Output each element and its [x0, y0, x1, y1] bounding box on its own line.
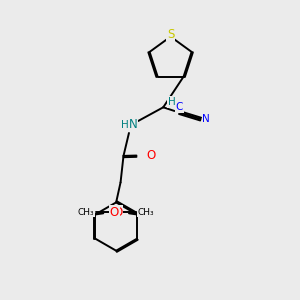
- Text: C: C: [176, 102, 183, 112]
- Text: N: N: [129, 118, 138, 131]
- Text: H: H: [121, 120, 128, 130]
- Text: O: O: [113, 206, 122, 219]
- Text: S: S: [167, 28, 174, 41]
- Text: H: H: [168, 97, 176, 107]
- Text: CH₃: CH₃: [78, 208, 94, 217]
- Text: O: O: [110, 206, 119, 219]
- Text: O: O: [147, 149, 156, 162]
- Text: N: N: [202, 114, 210, 124]
- Text: CH₃: CH₃: [138, 208, 154, 217]
